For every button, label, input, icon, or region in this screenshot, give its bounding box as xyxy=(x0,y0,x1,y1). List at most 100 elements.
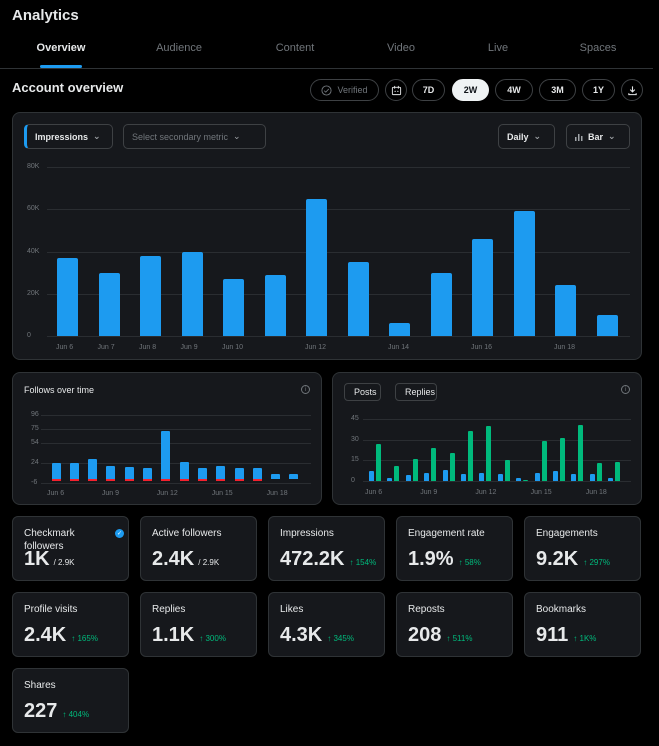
follows-gain-bar[interactable] xyxy=(252,468,262,479)
impressions-bar[interactable] xyxy=(513,211,535,336)
replies-bar[interactable] xyxy=(615,461,621,481)
posts-legend[interactable]: Posts xyxy=(344,383,381,401)
verified-filter-button[interactable]: Verified xyxy=(310,79,379,101)
posts-bar[interactable] xyxy=(442,469,448,481)
follows-gain-bar[interactable] xyxy=(234,467,244,479)
follows-loss-bar[interactable] xyxy=(252,479,262,481)
stat-card-checkmark-followers[interactable]: Checkmark followers ✓ 1K/ 2.9K xyxy=(12,516,129,581)
posts-bar[interactable] xyxy=(387,478,393,481)
follows-gain-bar[interactable] xyxy=(161,431,171,479)
posts-bar[interactable] xyxy=(497,474,503,481)
follows-loss-bar[interactable] xyxy=(234,479,244,481)
granularity-dropdown[interactable]: Daily ⌄ xyxy=(498,124,555,149)
impressions-bar[interactable] xyxy=(306,198,327,336)
posts-bar[interactable] xyxy=(479,472,485,481)
stat-card-impressions[interactable]: Impressions 472.2K ↑ 154% xyxy=(268,516,385,581)
stat-card-engagement-rate[interactable]: Engagement rate 1.9% ↑ 58% xyxy=(396,516,513,581)
posts-bar[interactable] xyxy=(461,474,466,481)
posts-bar[interactable] xyxy=(534,472,540,481)
follows-loss-bar[interactable] xyxy=(88,479,98,481)
tab-audience[interactable]: Audience xyxy=(156,42,202,54)
impressions-bar[interactable] xyxy=(57,257,78,336)
posts-bar[interactable] xyxy=(608,478,614,481)
follows-gain-bar[interactable] xyxy=(124,467,134,479)
follows-gain-bar[interactable] xyxy=(51,463,61,479)
replies-legend[interactable]: Replies xyxy=(395,383,437,401)
stat-card-profile-visits[interactable]: Profile visits 2.4K ↑ 165% xyxy=(12,592,129,657)
replies-bar[interactable] xyxy=(560,438,565,481)
follows-gain-bar[interactable] xyxy=(289,474,299,479)
follows-gain-bar[interactable] xyxy=(106,465,116,479)
impressions-bar[interactable] xyxy=(596,314,618,336)
impressions-bar[interactable] xyxy=(140,255,161,336)
replies-bar[interactable] xyxy=(394,465,400,481)
impressions-bar[interactable] xyxy=(181,251,203,336)
follows-gain-bar[interactable] xyxy=(179,461,189,479)
impressions-bar[interactable] xyxy=(223,278,244,336)
follows-loss-bar[interactable] xyxy=(179,479,189,481)
replies-bar[interactable] xyxy=(468,431,473,481)
replies-bar[interactable] xyxy=(523,479,529,481)
follows-loss-bar[interactable] xyxy=(143,479,152,481)
impressions-bar[interactable] xyxy=(264,274,286,336)
replies-bar[interactable] xyxy=(578,424,584,481)
posts-bar[interactable] xyxy=(405,475,411,481)
posts-bar[interactable] xyxy=(589,474,595,481)
stat-card-bookmarks[interactable]: Bookmarks 911 ↑ 1K% xyxy=(524,592,641,657)
impressions-bar[interactable] xyxy=(98,272,120,336)
range-4w-button[interactable]: 4W xyxy=(495,79,533,101)
follows-loss-bar[interactable] xyxy=(106,479,116,481)
posts-bar[interactable] xyxy=(553,471,558,481)
follows-loss-bar[interactable] xyxy=(197,479,207,481)
stat-card-engagements[interactable]: Engagements 9.2K ↑ 297% xyxy=(524,516,641,581)
posts-bar[interactable] xyxy=(369,471,374,481)
follows-loss-bar[interactable] xyxy=(51,479,61,481)
replies-bar[interactable] xyxy=(431,447,437,481)
posts-bar[interactable] xyxy=(516,478,522,481)
tab-content[interactable]: Content xyxy=(275,42,315,54)
stat-card-replies[interactable]: Replies 1.1K ↑ 300% xyxy=(140,592,257,657)
tab-video[interactable]: Video xyxy=(387,42,415,54)
posts-bar[interactable] xyxy=(424,472,430,481)
stat-card-shares[interactable]: Shares 227 ↑ 404% xyxy=(12,668,129,733)
impressions-bar[interactable] xyxy=(430,272,452,336)
replies-bar[interactable] xyxy=(412,458,418,481)
range-7d-button[interactable]: 7D xyxy=(412,79,445,101)
replies-bar[interactable] xyxy=(504,460,510,481)
impressions-bar[interactable] xyxy=(555,285,576,336)
secondary-metric-dropdown[interactable]: Select secondary metric ⌄ xyxy=(123,124,266,149)
replies-bar[interactable] xyxy=(486,425,492,481)
follows-loss-bar[interactable] xyxy=(216,479,226,481)
stat-card-reposts[interactable]: Reposts 208 ↑ 511% xyxy=(396,592,513,657)
calendar-button[interactable] xyxy=(385,79,407,101)
replies-bar[interactable] xyxy=(541,441,547,481)
impressions-bar[interactable] xyxy=(347,262,369,336)
follows-gain-bar[interactable] xyxy=(143,467,152,479)
stat-card-active-followers[interactable]: Active followers 2.4K/ 2.9K xyxy=(140,516,257,581)
replies-bar[interactable] xyxy=(449,453,455,481)
tab-spaces[interactable]: Spaces xyxy=(579,42,617,54)
follows-loss-bar[interactable] xyxy=(161,479,171,481)
download-button[interactable] xyxy=(621,79,643,101)
range-2w-button[interactable]: 2W xyxy=(452,79,489,101)
follows-loss-bar[interactable] xyxy=(124,479,134,481)
replies-bar[interactable] xyxy=(596,463,602,481)
follows-loss-bar[interactable] xyxy=(69,479,79,481)
info-icon[interactable]: i xyxy=(621,385,630,394)
impressions-bar[interactable] xyxy=(389,323,410,336)
info-icon[interactable]: i xyxy=(301,385,310,394)
tab-overview[interactable]: Overview xyxy=(36,42,86,54)
follows-gain-bar[interactable] xyxy=(216,466,226,479)
posts-bar[interactable] xyxy=(571,474,577,481)
range-3m-button[interactable]: 3M xyxy=(539,79,576,101)
follows-gain-bar[interactable] xyxy=(69,463,79,479)
follows-gain-bar[interactable] xyxy=(271,473,281,479)
follows-gain-bar[interactable] xyxy=(88,459,98,479)
impressions-bar[interactable] xyxy=(472,238,493,336)
tab-live[interactable]: Live xyxy=(487,42,509,54)
replies-bar[interactable] xyxy=(376,443,381,481)
chart-style-dropdown[interactable]: Bar ⌄ xyxy=(566,124,630,149)
range-1y-button[interactable]: 1Y xyxy=(582,79,615,101)
follows-gain-bar[interactable] xyxy=(197,467,207,479)
stat-card-likes[interactable]: Likes 4.3K ↑ 345% xyxy=(268,592,385,657)
